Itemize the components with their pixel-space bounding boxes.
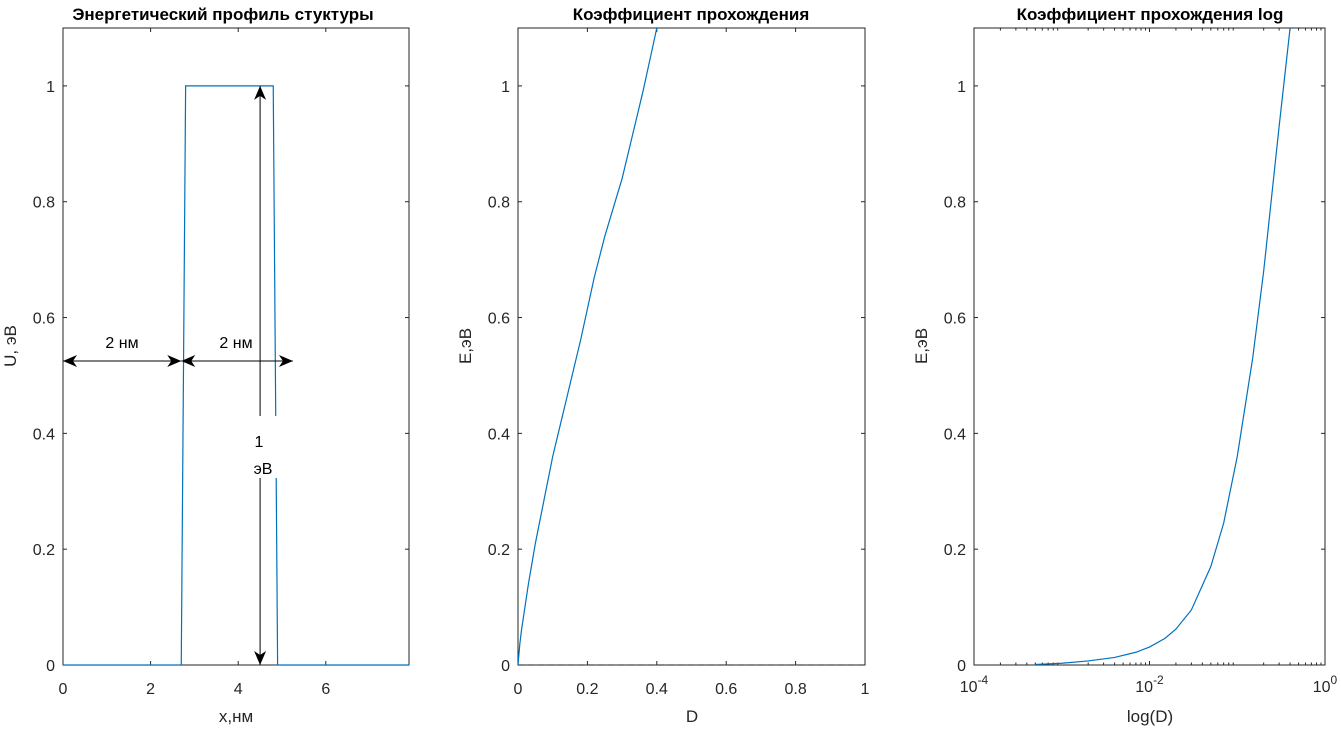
y-tick-label: 1 [46,79,55,96]
x-tick-label: 2 [146,681,155,698]
axis-ticks: 0 0.2 0.4 0.6 0.8 1 0 2 4 6 [33,28,409,698]
transmission-log-plot: Коэффициент прохождения log log(D) E,эВ … [912,5,1338,726]
x-tick-label: 0.2 [576,681,598,698]
x-tick-label: 4 [234,681,243,698]
chart-title: Коэффициент прохождения [573,5,810,24]
plot-frame [62,27,410,666]
transmission-plot: Коэффициент прохождения D E,эВ 0 0.2 0.4 0.… [456,5,870,726]
x-tick-label: 6 [321,681,330,698]
width-label-right: 2 нм [219,335,252,352]
y-tick-label: 0.6 [33,311,55,328]
height-label-value: 1 [255,434,264,451]
height-arrow-head-top [254,85,267,100]
x-tick-label: 0 [514,681,523,698]
plot-frame [517,27,866,666]
x-tick-label: 1 [861,681,870,698]
y-tick-label: 0.6 [488,311,510,328]
chart-title: Коэффициент прохождения log [1017,5,1284,24]
chart-title: Энергетический профиль стуктуры [72,5,373,24]
x-tick-label: 0.4 [646,681,668,698]
y-tick-label: 0.4 [944,426,966,443]
y-tick-label: 0.6 [944,311,966,328]
y-axis-label: U, эВ [1,325,20,367]
data-lines [518,28,865,666]
x-tick-label: 0.8 [784,681,806,698]
width-arrow-right-head-left [181,354,196,367]
x-axis-label: x,нм [219,707,253,726]
y-tick-label: 0.8 [33,195,55,212]
plot-frame [973,27,1326,666]
y-tick-label: 0 [46,658,55,675]
x-axis-label: D [686,707,698,726]
series-line [1035,28,1291,665]
height-label-unit: эВ [254,461,273,478]
x-tick-label: 0 [59,681,68,698]
width-arrow-left-head-left [63,354,77,367]
width-label-left: 2 нм [105,335,138,352]
y-tick-label: 0 [957,658,966,675]
y-tick-label: 0.8 [488,195,510,212]
x-tick-label: 10-4 [960,673,989,696]
data-lines [1035,28,1291,665]
height-label-background [248,416,278,478]
x-tick-label: 10-2 [1135,673,1164,696]
y-tick-label: 0.8 [944,195,966,212]
y-axis-label: E,эВ [912,328,931,364]
series-line [518,28,658,665]
y-tick-label: 1 [501,79,510,96]
y-tick-label: 0 [501,658,510,675]
x-axis-label: log(D) [1127,707,1173,726]
y-axis-label: E,эВ [456,328,475,364]
width-arrow-left-head-right [167,354,182,367]
y-tick-label: 0.4 [488,426,510,443]
annotations: 2 нм 2 нм 1 эВ [63,85,293,665]
data-lines [63,85,409,665]
energy-profile-plot: Энергетический профиль стуктуры x,нм U, … [1,5,410,726]
axis-ticks: 0 0.2 0.4 0.6 0.8 1 0 0.2 0.4 0.6 0.8 1 [488,28,870,698]
x-tick-label: 100 [1313,673,1338,696]
y-tick-label: 0.2 [488,542,510,559]
axis-ticks: 0 0.2 0.4 0.6 0.8 1 10-4 10-2 100 [944,28,1338,696]
y-tick-label: 1 [957,79,966,96]
height-arrow-head-bottom [254,651,267,665]
series-line [63,85,409,665]
width-arrow-right-head-right [278,354,293,367]
y-tick-label: 0.2 [33,542,55,559]
y-tick-label: 0.4 [33,426,55,443]
y-tick-label: 0.2 [944,542,966,559]
x-tick-label: 0.6 [715,681,737,698]
